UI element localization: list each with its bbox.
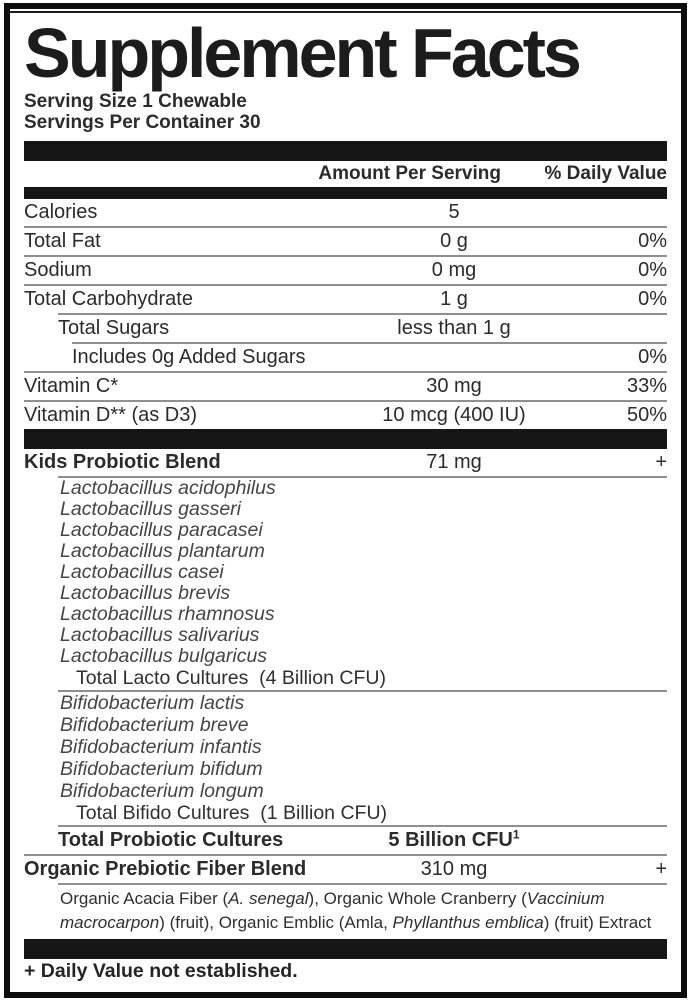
species-item-bifidobacterium-lactis: Bifidobacterium lactis [60,692,245,714]
species-item-lactobacillus-casei: Lactobacillus casei [60,561,224,583]
fact-row-sodium: Sodium 0 mg 0% [24,257,667,284]
fact-label: Calories [24,201,98,223]
fact-label: Sodium [24,259,92,281]
fact-row-kids-probiotic-blend: Kids Probiotic Blend 71 mg + [24,449,667,476]
hairline-rule [24,371,667,373]
botanical-name: A. senegal [228,889,309,908]
subtotal-total-bifido-cultures-1-billion-cfu: Total Bifido Cultures (1 Billion CFU) [76,802,388,824]
fact-daily-value: 0% [638,288,667,310]
hairline-rule [24,255,667,257]
separator-bar-header [24,187,667,199]
species-item-bifidobacterium-breve: Bifidobacterium breve [60,714,249,736]
species-item-lactobacillus-gasseri: Lactobacillus gasseri [60,498,242,520]
hairline-rule [58,313,667,315]
fact-label: Total Probiotic Cultures [58,829,284,851]
fact-label: Vitamin C* [24,375,119,397]
hairline-rule [24,854,667,856]
fact-amount: less than 1 g [397,317,511,339]
separator-bar-top [24,141,667,161]
fact-label: Organic Prebiotic Fiber Blend [24,858,307,880]
hairline-rule [24,400,667,402]
subtotal-total-lacto-cultures-4-billion-cfu: Total Lacto Cultures (4 Billion CFU) [76,667,386,689]
fact-daily-value: 0% [638,230,667,252]
column-header-row: Amount Per Serving % Daily Value [24,161,667,187]
fact-row-calories: Calories 5 [24,199,667,226]
hairline-rule [58,825,667,827]
species-item-bifidobacterium-bifidum: Bifidobacterium bifidum [60,758,263,780]
description-text: Organic Acacia Fiber ( [60,889,229,908]
hairline-rule [58,883,667,885]
fact-label: Total Fat [24,230,101,252]
ingredient-description: Organic Acacia Fiber (A. senegal), Organ… [60,885,667,937]
description-text: ) (fruit), Organic Emblic (Amla, [159,913,393,932]
servings-per-container-text: Servings Per Container 30 [24,112,261,133]
serving-info: Serving Size 1 Chewable Servings Per Con… [24,91,667,133]
footnote-superscript: 1 [512,827,520,842]
fact-row-vitamin-d-as-d3: Vitamin D** (as D3) 10 mcg (400 IU) 50% [24,402,667,429]
botanical-name: Phyllanthus emblica [392,913,544,932]
fact-daily-value: + [655,858,667,880]
hairline-rule [58,690,667,692]
hairline-rule [58,476,667,478]
description-text: ) (fruit) Extract [543,913,652,932]
separator-bar-bottom [24,939,667,959]
species-item-lactobacillus-salivarius: Lactobacillus salivarius [60,624,260,646]
fact-amount: 5 Billion CFU1 [388,827,520,851]
fact-daily-value: 33% [626,375,667,397]
species-item-lactobacillus-brevis: Lactobacillus brevis [60,582,231,604]
fact-label: Total Carbohydrate [24,288,193,310]
fact-row-total-fat: Total Fat 0 g 0% [24,228,667,255]
species-item-lactobacillus-rhamnosus: Lactobacillus rhamnosus [60,603,275,625]
serving-size-text: Serving Size 1 Chewable [24,91,247,112]
fact-row-includes-0g-added-sugars: Includes 0g Added Sugars 0% [24,344,667,371]
hairline-rule [72,342,667,344]
fact-amount: 310 mg [420,858,488,880]
fact-label: Kids Probiotic Blend [24,451,221,473]
daily-value-footnote: + Daily Value not established. [24,960,298,982]
daily-value-header: % Daily Value [544,163,667,184]
fact-label: Includes 0g Added Sugars [72,346,306,368]
supplement-facts-content: Supplement Facts Serving Size 1 Chewable… [10,11,681,994]
supplement-facts-title: Supplement Facts [24,14,582,92]
fact-amount: 0 mg [431,259,477,281]
fact-label: Vitamin D** (as D3) [24,404,198,426]
fact-daily-value: 50% [626,404,667,426]
fact-amount: 10 mcg (400 IU) [382,404,526,426]
fact-row-vitamin-c: Vitamin C* 30 mg 33% [24,373,667,400]
fact-row-total-carbohydrate: Total Carbohydrate 1 g 0% [24,286,667,313]
hairline-rule [24,284,667,286]
fact-label: Total Sugars [58,317,170,339]
facts-table: Calories 5 Total Fat 0 g 0% Sodium 0 mg 0% Total… [24,199,667,937]
species-item-lactobacillus-bulgaricus: Lactobacillus bulgaricus [60,645,268,667]
fact-amount: 5 [448,201,460,223]
botanical-name: Vaccinium macrocarpon [60,889,605,932]
hairline-rule [24,226,667,228]
description-text: ), Organic Whole Cranberry ( [308,889,527,908]
amount-per-serving-header: Amount Per Serving [318,163,501,184]
fact-daily-value: 0% [638,259,667,281]
species-item-bifidobacterium-longum: Bifidobacterium longum [60,780,264,802]
species-item-lactobacillus-acidophilus: Lactobacillus acidophilus [60,477,276,499]
fact-daily-value: + [655,451,667,473]
fact-row-total-probiotic-cultures: Total Probiotic Cultures 5 Billion CFU1 [24,827,667,854]
species-item-lactobacillus-plantarum: Lactobacillus plantarum [60,540,265,562]
species-item-bifidobacterium-infantis: Bifidobacterium infantis [60,736,262,758]
fact-amount: 0 g [440,230,468,252]
separator-bar [24,429,667,449]
supplement-facts-border: Supplement Facts Serving Size 1 Chewable… [4,3,687,998]
fact-amount: 71 mg [426,451,482,473]
fact-daily-value: 0% [638,346,667,368]
fact-amount: 1 g [440,288,468,310]
fact-row-organic-prebiotic-fiber-blend: Organic Prebiotic Fiber Blend 310 mg + [24,856,667,883]
species-item-lactobacillus-paracasei: Lactobacillus paracasei [60,519,263,541]
fact-amount: 30 mg [426,375,482,397]
fact-row-total-sugars: Total Sugars less than 1 g [24,315,667,342]
